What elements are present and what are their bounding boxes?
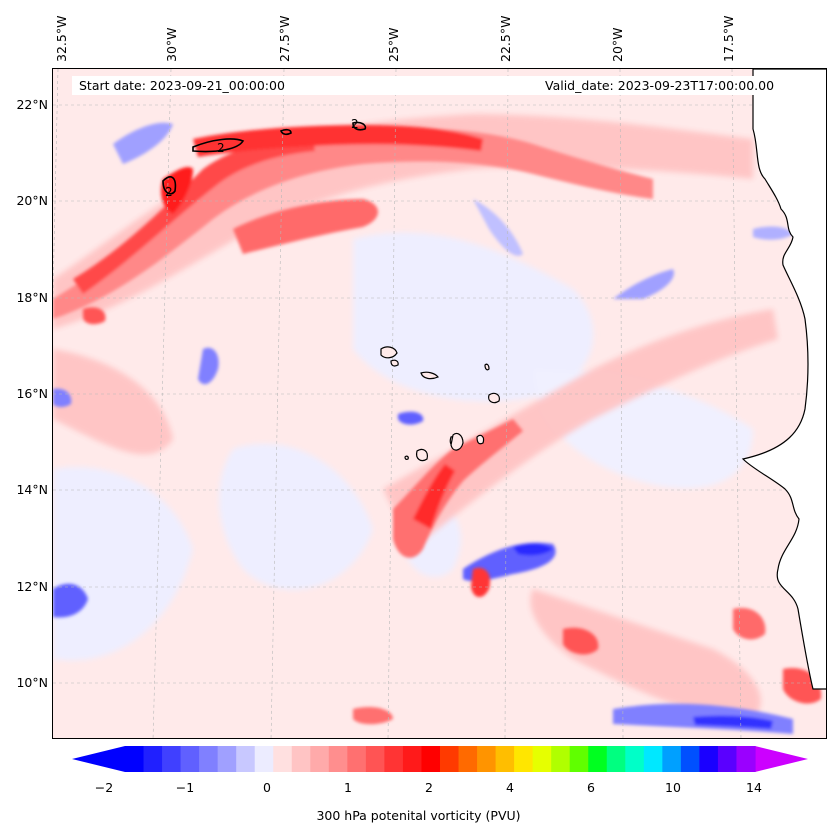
colorbar-bin bbox=[717, 746, 738, 772]
colorbar-tick-label: 6 bbox=[587, 780, 595, 795]
colorbar-bin bbox=[477, 746, 497, 772]
colorbar-tick-label: 14 bbox=[746, 780, 762, 795]
lon-label: 22.5°W bbox=[498, 15, 513, 62]
graticule bbox=[53, 69, 826, 738]
colorbar-tick-label: 10 bbox=[665, 780, 681, 795]
lat-label: 20°N bbox=[16, 193, 48, 208]
contour-label: 2 bbox=[351, 117, 359, 131]
colorbar-bin bbox=[199, 746, 219, 772]
colorbar-bin bbox=[180, 746, 200, 772]
colorbar-bin bbox=[421, 746, 441, 772]
lat-label: 16°N bbox=[16, 386, 48, 401]
strong-pv-band bbox=[53, 125, 653, 319]
colorbar-bin bbox=[254, 746, 274, 772]
colorbar-bin bbox=[217, 746, 237, 772]
colorbar-bin bbox=[328, 746, 348, 772]
colorbar-bin bbox=[680, 746, 701, 772]
start-date: Start date: 2023-09-21_00:00:00 bbox=[79, 78, 285, 93]
colorbar-arrow-right bbox=[755, 746, 808, 772]
lat-label: 14°N bbox=[16, 482, 48, 497]
map-panel: 2 2 2 bbox=[52, 68, 827, 739]
lat-label: 10°N bbox=[16, 675, 48, 690]
colorbar-bin bbox=[365, 746, 386, 772]
colorbar-bin bbox=[588, 746, 608, 772]
lon-label: 20°W bbox=[610, 27, 625, 62]
lon-label: 27.5°W bbox=[277, 15, 292, 62]
colorbar-tick-label: 1 bbox=[344, 780, 352, 795]
colorbar-tick-label: 4 bbox=[506, 780, 514, 795]
lat-label: 18°N bbox=[16, 290, 48, 305]
colorbar-bin bbox=[551, 746, 571, 772]
cape-verde-islands bbox=[380, 346, 500, 462]
colorbar-bin bbox=[440, 746, 460, 772]
lon-label: 32.5°W bbox=[54, 15, 69, 62]
colorbar-arrow-left bbox=[72, 746, 125, 772]
colorbar-bin bbox=[662, 746, 682, 772]
lon-label: 25°W bbox=[386, 27, 401, 62]
pv-field bbox=[53, 69, 826, 738]
colorbar-bin bbox=[310, 746, 330, 772]
contour-label: 2 bbox=[217, 141, 225, 155]
colorbar-bin bbox=[291, 746, 311, 772]
colorbar-bin bbox=[273, 746, 293, 772]
info-bar bbox=[72, 76, 807, 95]
colorbar-bin bbox=[514, 746, 534, 772]
colorbar-bin bbox=[495, 746, 515, 772]
colorbar-bin bbox=[143, 746, 163, 772]
colorbar-bin bbox=[643, 746, 663, 772]
africa-coastline bbox=[741, 69, 826, 690]
colorbar-bin bbox=[402, 746, 423, 772]
cape-verde-filament bbox=[393, 419, 523, 558]
contour-label: 2 bbox=[165, 185, 173, 199]
colorbar-title: 300 hPa potenital vorticity (PVU) bbox=[316, 808, 521, 823]
colorbar-bin bbox=[736, 746, 756, 772]
lon-label: 30°W bbox=[164, 27, 179, 62]
colorbar-tick-label: 0 bbox=[263, 780, 271, 795]
colorbar-bin bbox=[699, 746, 719, 772]
lat-label: 22°N bbox=[16, 97, 48, 112]
colorbar-tick-label: −2 bbox=[94, 780, 114, 795]
colorbar-tick-label: −1 bbox=[175, 780, 195, 795]
colorbar-bin bbox=[569, 746, 589, 772]
colorbar-bin bbox=[162, 746, 182, 772]
colorbar-bin bbox=[458, 746, 478, 772]
colorbar-tick-label: 2 bbox=[425, 780, 433, 795]
colorbar-bin bbox=[125, 746, 145, 772]
colorbar-bin bbox=[532, 746, 552, 772]
colorbar-bin bbox=[606, 746, 626, 772]
valid-date: Valid_date: 2023-09-23T17:00:00.00 bbox=[545, 78, 775, 93]
colorbar-bin bbox=[236, 746, 256, 772]
lon-label: 17.5°W bbox=[721, 15, 736, 62]
colorbar-svg bbox=[72, 746, 808, 772]
colorbar-bin bbox=[347, 746, 367, 772]
colorbar-bin bbox=[384, 746, 404, 772]
near-zero-regions bbox=[53, 232, 753, 661]
lat-label: 12°N bbox=[16, 579, 48, 594]
colorbar bbox=[72, 746, 808, 772]
contour-2pvu bbox=[162, 121, 367, 195]
colorbar-bin bbox=[625, 746, 645, 772]
